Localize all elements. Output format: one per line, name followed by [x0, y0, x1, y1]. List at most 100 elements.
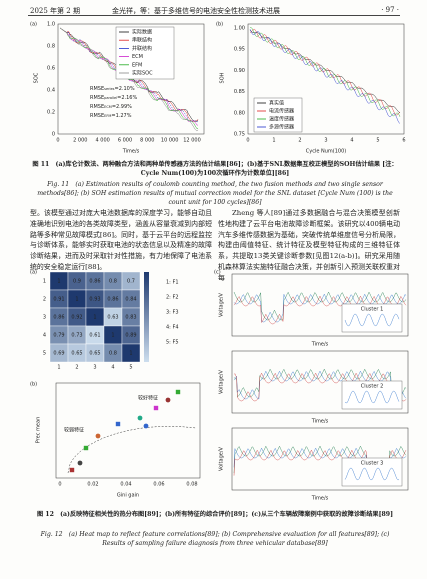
curve — [233, 293, 407, 323]
curve — [249, 29, 401, 113]
caption-cn: 图 12 (a)反映特征相关性的热分布图[89]；(b)所有特征的综合评价[89… — [36, 511, 394, 518]
curve — [344, 313, 400, 327]
panel-label: (b) — [30, 382, 37, 388]
legend-box — [253, 97, 303, 133]
cell-value: 0.65 — [71, 351, 82, 357]
x-tick-label: 2 000 — [73, 138, 87, 144]
legend-label: 并联结构 — [132, 45, 152, 52]
x-tick-label: 0.04 — [120, 482, 131, 488]
legend-label: ECM — [132, 54, 143, 60]
legend-box — [115, 26, 175, 80]
curve — [59, 27, 199, 129]
row-label: 4 — [43, 333, 46, 339]
cluster-label: Cluster 2 — [361, 384, 384, 390]
curve — [249, 29, 401, 124]
caption-en: Fig. 12 (a) Heat map to reflect feature … — [40, 531, 390, 547]
row-label: 3 — [43, 315, 46, 321]
legend-label: 多源传感器 — [269, 124, 294, 131]
x-tick-label: 6 000 — [118, 138, 132, 144]
cell-value: 0.92 — [71, 315, 82, 321]
rmse-main: RMSE — [90, 86, 104, 92]
axis-label: Time/s — [311, 419, 329, 425]
x-tick-label: 0.02 — [87, 482, 98, 488]
figure-12c: (c) Voltage/V Time/s Cluster 1 Voltage/V Time… — [214, 270, 409, 502]
plot-frame — [57, 23, 205, 135]
rmse-sub: series — [104, 87, 115, 91]
x-tick-label: 0.08 — [186, 482, 197, 488]
curve — [249, 27, 401, 117]
cell-value: 0.84 — [125, 297, 136, 303]
cell-value: 0.65 — [89, 351, 100, 357]
feature-marker — [137, 415, 143, 421]
plot-frame — [231, 350, 409, 414]
cell-value: 0.93 — [89, 297, 100, 303]
cell-value: 0.63 — [107, 315, 118, 321]
feature-marker — [143, 423, 149, 429]
feature-marker — [153, 405, 159, 411]
row-label: 2 — [43, 297, 46, 303]
y-tick-label: 0.85 — [234, 89, 245, 95]
axis-label: Voltage/V — [219, 369, 225, 393]
cell-value: 0.69 — [53, 351, 64, 357]
rmse-annotation: RMSEECM=2.99% — [90, 104, 132, 110]
feature-marker — [77, 460, 83, 466]
curve — [233, 295, 407, 325]
rmse-sub: parallel — [104, 96, 117, 100]
cell-value: 1 — [129, 351, 132, 357]
rmse-main: RMSE — [90, 113, 104, 119]
cell-value: 0.61 — [89, 333, 100, 339]
cell-value: 0.91 — [53, 297, 64, 303]
feature-marker — [69, 467, 75, 473]
y-tick-label: 1.0 — [47, 22, 55, 28]
figure-11a: (a) 0 2 000 4 000 6 000 8 000 10 000 12 000 0 0.2… — [30, 22, 205, 155]
legend-label: 温度传感器 — [269, 116, 294, 123]
caption-en: Fig. 11 (a) Estimation results of coulom… — [37, 181, 393, 206]
axis-label: Cycle Num(100) — [306, 149, 347, 155]
rmse-value: =2.16% — [117, 95, 137, 101]
x-tick-label: 0.06 — [153, 482, 164, 488]
feature-marker — [95, 433, 101, 439]
legend-label: 实际数据 — [132, 29, 152, 36]
axis-label: Gini gain — [117, 493, 139, 499]
rmse-sub: EFM — [104, 114, 111, 118]
legend-label: 串联结构 — [132, 37, 152, 44]
legend-label: EFM — [132, 62, 142, 68]
running-title: 金光祥，等：基于多维信号的电池安全性检测技术进展 — [112, 7, 280, 15]
x-tick-label: 6 — [402, 138, 405, 144]
axis-label: Time/s — [311, 496, 329, 502]
axis-label: SOC — [34, 72, 40, 83]
curve — [67, 426, 197, 474]
issue: 2025 年第 2 期 — [30, 7, 80, 15]
x-tick-label: 5 — [376, 138, 379, 144]
panel-label: (c) — [214, 270, 221, 276]
cluster-label: Cluster 1 — [361, 307, 384, 313]
feature-marker — [83, 445, 89, 451]
panel-label: (a) — [30, 270, 37, 276]
cell-value: 0.79 — [53, 333, 64, 339]
x-tick-label: 3 — [324, 138, 327, 144]
cell-value: 0.8 — [109, 279, 117, 285]
cell-value: 0.86 — [107, 297, 118, 303]
y-tick-label: 0.8 — [47, 44, 55, 50]
header-rule — [28, 15, 400, 16]
y-tick-label: 0.4 — [47, 88, 55, 94]
cell-value: 0.89 — [125, 333, 136, 339]
feature-marker — [175, 389, 181, 395]
feature-key: 2: F2 — [166, 295, 179, 301]
row-label: 1 — [43, 279, 46, 285]
axis-label: Time/s — [311, 342, 329, 348]
x-tick-label: 0 — [56, 138, 59, 144]
curve — [344, 467, 400, 481]
rmse-annotation: RMSEseries=2.10% — [90, 86, 135, 92]
feature-key: 4: F4 — [166, 325, 179, 331]
rmse-value: =2.10% — [115, 86, 135, 92]
plot-frame — [231, 273, 409, 337]
y-tick-label: 0.80 — [234, 110, 245, 116]
y-tick-label: 0.90 — [234, 68, 245, 74]
curve — [233, 370, 407, 400]
caption-cn: 图 11 (a)库仑计数法、两种融合方法和两种单传感器方法的估计结果[86]；(… — [32, 161, 398, 177]
cell-value: 0.83 — [125, 315, 136, 321]
x-tick-label: 0 — [58, 482, 61, 488]
feature-marker — [165, 397, 171, 403]
legend-label: 实际SOC — [132, 70, 153, 77]
